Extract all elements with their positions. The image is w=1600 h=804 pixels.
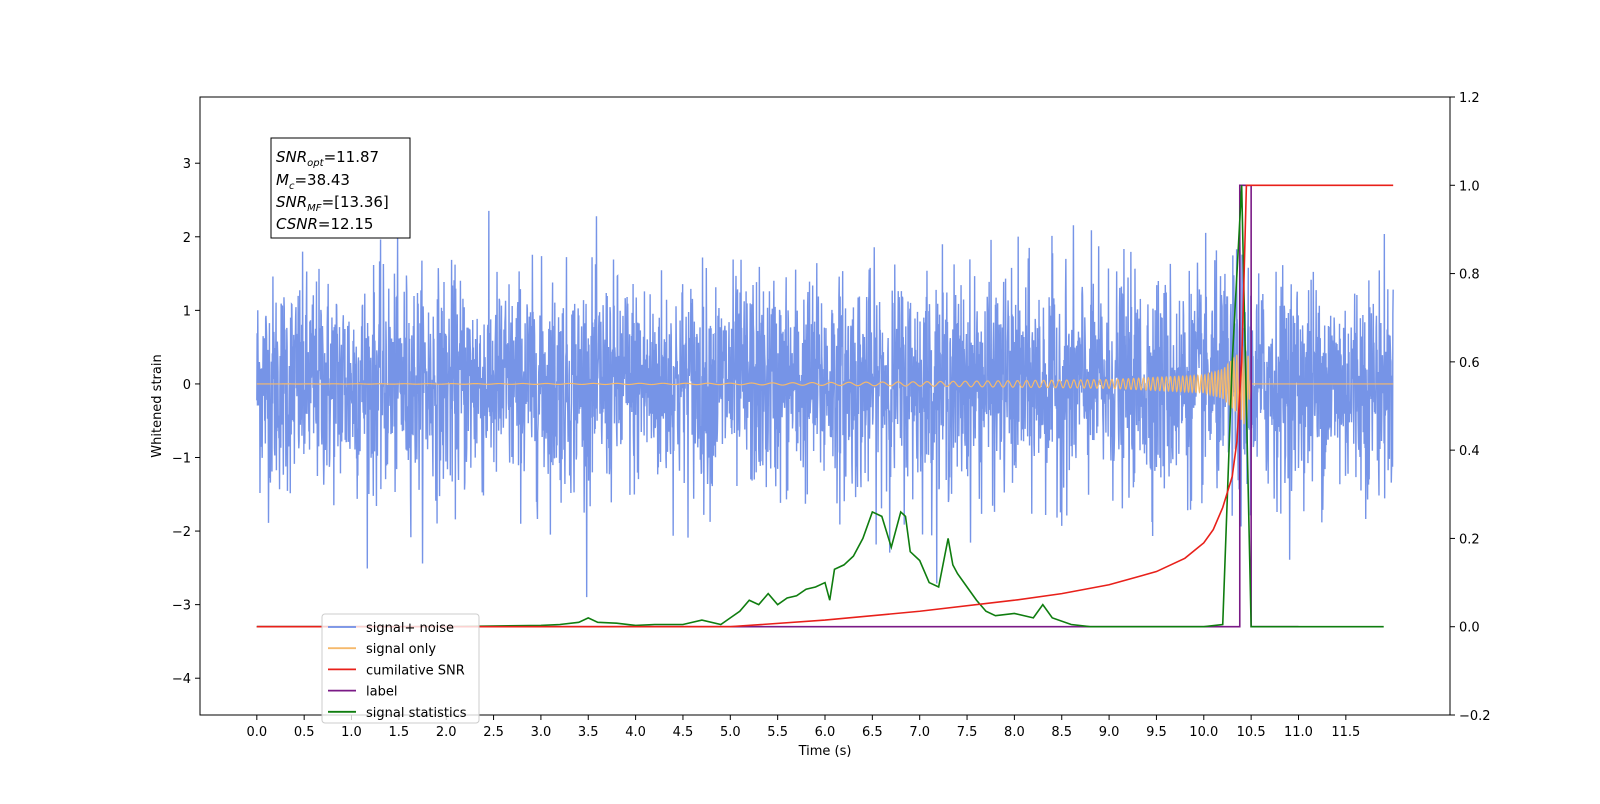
x-tick-label: 7.5 [957, 725, 978, 740]
x-tick-label: 1.0 [341, 725, 362, 740]
x-tick-label: 5.0 [720, 725, 741, 740]
legend: signal+ noise signal only cumilative SNR la… [321, 613, 480, 724]
y-tick-label: 1 [183, 304, 191, 319]
y2-tick-label: 0.2 [1459, 532, 1480, 547]
annotation-snr-mf: SNRMF=[13.36] [276, 193, 389, 214]
y2-tick-label: 1.2 [1459, 91, 1480, 106]
y-axis-left: 3 2 1 0 −1 −2 −3 −4 [172, 157, 200, 687]
stats-annotation: SNRopt=11.87 Mc=38.43 SNRMF=[13.36] CSNR… [270, 137, 411, 239]
x-tick-label: 7.0 [909, 725, 930, 740]
annotation-snr-opt: SNRopt=11.87 [276, 148, 379, 169]
series-layer [256, 184, 1394, 628]
x-tick-label: 8.0 [1004, 725, 1025, 740]
x-tick-label: 5.5 [767, 725, 788, 740]
x-tick-label: 8.5 [1051, 725, 1072, 740]
legend-frame [321, 613, 480, 724]
y2-tick-label: 0.0 [1459, 621, 1480, 636]
y-tick-label: −1 [172, 452, 191, 467]
annotation-mc: Mc=38.43 [276, 171, 350, 192]
x-tick-label: 11.0 [1284, 725, 1313, 740]
legend-label: signal+ noise [366, 621, 454, 636]
x-axis: 0.0 0.5 1.0 1.5 2.0 2.5 3.0 3.5 4.0 4.5 5.0 5.5 6.0 6… [246, 715, 1360, 740]
legend-label: label [366, 685, 397, 700]
series-cumulative-snr-line [256, 184, 1394, 628]
legend-label: cumilative SNR [366, 663, 465, 678]
annotation-csnr: CSNR=12.15 [276, 215, 373, 233]
x-tick-label: 9.5 [1146, 725, 1167, 740]
series-signal-only-line [256, 340, 1394, 425]
y-tick-label: −2 [172, 525, 191, 540]
y2-tick-label: −0.2 [1459, 709, 1491, 724]
x-tick-label: 11.5 [1331, 725, 1360, 740]
stats-annotation-box [270, 137, 411, 239]
y2-tick-label: 0.6 [1459, 356, 1480, 371]
x-tick-label: 0.5 [294, 725, 315, 740]
y2-tick-label: 1.0 [1459, 179, 1480, 194]
x-tick-label: 10.0 [1189, 725, 1218, 740]
x-tick-label: 9.0 [1099, 725, 1120, 740]
legend-label: signal only [366, 642, 436, 657]
y-tick-label: 2 [183, 231, 191, 246]
legend-label: signal statistics [366, 706, 467, 721]
y-axis-label: Whitened strain [150, 354, 165, 457]
x-tick-label: 1.5 [389, 725, 410, 740]
y2-tick-label: 0.8 [1459, 268, 1480, 283]
x-tick-label: 6.5 [862, 725, 883, 740]
x-tick-label: 0.0 [246, 725, 267, 740]
x-tick-label: 4.0 [625, 725, 646, 740]
y2-tick-label: 0.4 [1459, 444, 1480, 459]
series-signal-statistics-line [256, 185, 1384, 628]
y-tick-label: −4 [172, 672, 191, 687]
x-tick-label: 2.0 [436, 725, 457, 740]
x-tick-label: 6.0 [815, 725, 836, 740]
y-tick-label: 3 [183, 157, 191, 172]
x-tick-label: 2.5 [483, 725, 504, 740]
x-axis-label: Time (s) [798, 744, 852, 759]
y-tick-label: −3 [172, 599, 191, 614]
y-axis-right: 1.2 1.0 0.8 0.6 0.4 0.2 0.0 −0.2 [1450, 91, 1491, 724]
x-tick-label: 4.5 [673, 725, 694, 740]
series-signal-noise-line [256, 210, 1394, 598]
x-tick-label: 3.0 [531, 725, 552, 740]
y-tick-label: 0 [183, 378, 191, 393]
x-tick-label: 3.5 [578, 725, 599, 740]
x-tick-label: 10.5 [1237, 725, 1266, 740]
